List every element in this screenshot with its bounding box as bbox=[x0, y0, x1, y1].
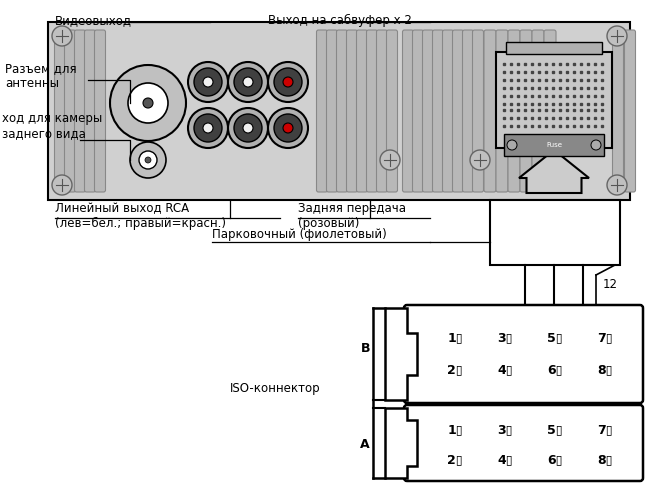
Text: Видеовыход: Видеовыход bbox=[55, 14, 132, 27]
Circle shape bbox=[139, 151, 157, 169]
Text: 1▯: 1▯ bbox=[447, 423, 463, 436]
Text: ход для камеры
заднего вида: ход для камеры заднего вида bbox=[2, 112, 102, 140]
Circle shape bbox=[268, 62, 308, 102]
FancyArrow shape bbox=[519, 150, 589, 193]
Text: 3▯: 3▯ bbox=[497, 423, 513, 436]
FancyBboxPatch shape bbox=[404, 305, 643, 403]
Text: 2▯: 2▯ bbox=[447, 453, 463, 467]
FancyBboxPatch shape bbox=[422, 30, 434, 192]
Circle shape bbox=[243, 77, 253, 87]
FancyBboxPatch shape bbox=[520, 30, 532, 192]
Circle shape bbox=[228, 108, 268, 148]
Circle shape bbox=[188, 62, 228, 102]
Text: 8▯: 8▯ bbox=[597, 453, 612, 467]
Circle shape bbox=[145, 157, 151, 163]
FancyBboxPatch shape bbox=[508, 30, 520, 192]
Circle shape bbox=[380, 150, 400, 170]
FancyBboxPatch shape bbox=[473, 30, 484, 192]
Circle shape bbox=[110, 65, 186, 141]
FancyBboxPatch shape bbox=[624, 30, 636, 192]
Circle shape bbox=[268, 108, 308, 148]
Text: 3▯: 3▯ bbox=[497, 331, 513, 345]
Circle shape bbox=[234, 68, 262, 96]
FancyBboxPatch shape bbox=[506, 42, 602, 54]
Circle shape bbox=[470, 150, 490, 170]
Circle shape bbox=[283, 77, 293, 87]
Circle shape bbox=[52, 175, 72, 195]
Text: A: A bbox=[360, 437, 370, 451]
FancyBboxPatch shape bbox=[55, 30, 65, 192]
Text: Разъем для
антенны: Разъем для антенны bbox=[5, 62, 77, 90]
Text: 5▯: 5▯ bbox=[547, 423, 563, 436]
FancyBboxPatch shape bbox=[337, 30, 348, 192]
Circle shape bbox=[143, 98, 153, 108]
FancyBboxPatch shape bbox=[403, 30, 414, 192]
Text: Fuse: Fuse bbox=[546, 142, 562, 148]
Circle shape bbox=[274, 114, 302, 142]
Circle shape bbox=[591, 140, 601, 150]
FancyBboxPatch shape bbox=[484, 30, 496, 192]
FancyBboxPatch shape bbox=[442, 30, 453, 192]
Text: Парковочный (фиолетовый): Парковочный (фиолетовый) bbox=[212, 228, 387, 241]
Text: 2▯: 2▯ bbox=[447, 364, 463, 377]
Polygon shape bbox=[385, 308, 417, 400]
FancyBboxPatch shape bbox=[532, 30, 544, 192]
FancyBboxPatch shape bbox=[404, 405, 643, 481]
FancyBboxPatch shape bbox=[496, 30, 508, 192]
FancyBboxPatch shape bbox=[75, 30, 86, 192]
Text: Выход на сабвуфер х 2: Выход на сабвуфер х 2 bbox=[268, 14, 412, 27]
FancyBboxPatch shape bbox=[412, 30, 424, 192]
Text: 8▯: 8▯ bbox=[597, 364, 612, 377]
Circle shape bbox=[243, 123, 253, 133]
FancyBboxPatch shape bbox=[432, 30, 444, 192]
Circle shape bbox=[607, 175, 627, 195]
Polygon shape bbox=[385, 408, 417, 478]
FancyBboxPatch shape bbox=[496, 52, 612, 148]
FancyBboxPatch shape bbox=[387, 30, 397, 192]
Circle shape bbox=[228, 62, 268, 102]
Text: 4▯: 4▯ bbox=[497, 453, 513, 467]
Text: 1▯: 1▯ bbox=[447, 331, 463, 345]
FancyBboxPatch shape bbox=[317, 30, 327, 192]
Text: 7▯: 7▯ bbox=[597, 331, 613, 345]
FancyBboxPatch shape bbox=[490, 200, 620, 265]
FancyBboxPatch shape bbox=[65, 30, 75, 192]
Text: 12: 12 bbox=[603, 278, 618, 291]
FancyBboxPatch shape bbox=[453, 30, 463, 192]
FancyBboxPatch shape bbox=[463, 30, 473, 192]
FancyBboxPatch shape bbox=[612, 30, 624, 192]
Text: B: B bbox=[360, 342, 370, 354]
Circle shape bbox=[203, 77, 213, 87]
Circle shape bbox=[194, 114, 222, 142]
FancyBboxPatch shape bbox=[94, 30, 106, 192]
FancyBboxPatch shape bbox=[544, 30, 556, 192]
Text: Линейный выход RCA
(лев=бел.; правый=красн.): Линейный выход RCA (лев=бел.; правый=кра… bbox=[55, 202, 226, 230]
FancyBboxPatch shape bbox=[327, 30, 337, 192]
Circle shape bbox=[234, 114, 262, 142]
Circle shape bbox=[128, 83, 168, 123]
FancyBboxPatch shape bbox=[84, 30, 96, 192]
Text: 5▯: 5▯ bbox=[547, 331, 563, 345]
Circle shape bbox=[194, 68, 222, 96]
Text: ISO-коннектор: ISO-коннектор bbox=[230, 382, 321, 395]
FancyBboxPatch shape bbox=[48, 22, 630, 200]
Text: 7▯: 7▯ bbox=[597, 423, 613, 436]
Circle shape bbox=[283, 123, 293, 133]
Circle shape bbox=[52, 26, 72, 46]
Circle shape bbox=[130, 142, 166, 178]
FancyBboxPatch shape bbox=[346, 30, 358, 192]
Circle shape bbox=[188, 108, 228, 148]
Text: Задняя передача
(розовый): Задняя передача (розовый) bbox=[298, 202, 406, 230]
Circle shape bbox=[507, 140, 517, 150]
Text: 6▯: 6▯ bbox=[547, 453, 563, 467]
Circle shape bbox=[203, 123, 213, 133]
Circle shape bbox=[274, 68, 302, 96]
Text: 6▯: 6▯ bbox=[547, 364, 563, 377]
FancyBboxPatch shape bbox=[356, 30, 368, 192]
Text: 4▯: 4▯ bbox=[497, 364, 513, 377]
FancyBboxPatch shape bbox=[504, 134, 604, 156]
FancyBboxPatch shape bbox=[366, 30, 378, 192]
Circle shape bbox=[607, 26, 627, 46]
FancyBboxPatch shape bbox=[376, 30, 387, 192]
